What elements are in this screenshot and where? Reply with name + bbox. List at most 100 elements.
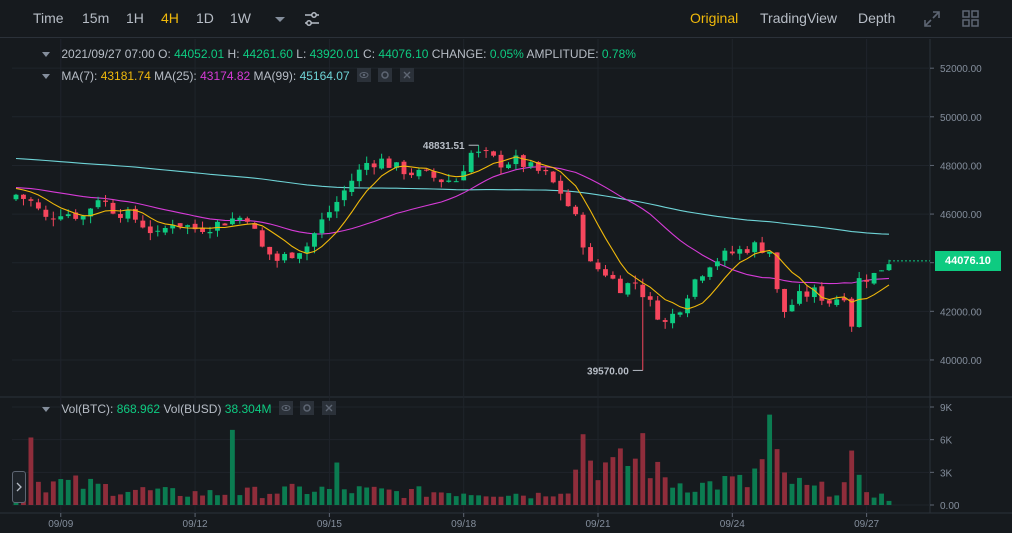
indicator-settings-icon[interactable] [301,8,323,30]
candle-body [125,210,131,219]
candle-body [386,158,392,168]
candle-body [752,242,758,253]
candle [334,196,340,219]
candle-body [543,169,549,172]
time-tick-label: 09/15 [317,519,342,530]
view-depth[interactable]: Depth [858,10,896,26]
volume-bar [65,479,71,505]
low-label: L: [296,47,307,61]
candle-body [80,215,86,220]
gear-icon[interactable] [300,401,315,415]
ma7-value: 43181.74 [100,69,151,83]
annotation-label: 48831.51 [423,141,465,152]
candle-body [700,276,705,281]
collapse-caret-icon[interactable] [42,52,50,57]
candle-body [573,206,579,215]
vol-busd-value: 38.304M [224,402,272,416]
candle-body [132,208,138,220]
candle [147,220,153,241]
candle [550,170,556,184]
candle [319,212,325,239]
candle [849,296,855,332]
candle [140,215,146,229]
fullscreen-icon[interactable] [921,8,943,30]
timeframe-1w[interactable]: 1W [230,10,251,26]
candle [879,270,884,272]
volume-bar [371,486,377,505]
candle [528,159,534,169]
timeframe-1d[interactable]: 1D [196,10,214,26]
layout-grid-icon[interactable] [960,8,982,30]
volume-bar [811,485,817,505]
candle-body [252,223,258,229]
volume-bar [341,489,347,505]
eye-icon[interactable] [356,68,371,82]
chart-area[interactable]: 40000.0042000.0044000.0046000.0048000.00… [0,39,1012,533]
candle-body [647,296,653,300]
candle-body [95,200,101,208]
volume-bar [170,488,176,505]
volume-bar [595,480,601,505]
candle-body [603,269,608,276]
volume-bar [110,495,116,505]
candle-body [192,223,198,230]
candle-body [401,161,407,175]
view-original[interactable]: Original [690,10,739,26]
candle-body [237,217,243,221]
candle-body [65,214,71,217]
candle [229,212,235,226]
volume-tick-label: 6K [940,436,953,447]
candle [573,204,579,216]
close-icon[interactable] [399,68,414,82]
timeframe-1h[interactable]: 1H [126,10,144,26]
candlestick-chart[interactable]: 40000.0042000.0044000.0046000.0048000.00… [0,39,1012,533]
volume-bar [28,437,34,505]
volume-bar [767,414,773,505]
candle [416,167,422,180]
timeframe-4h[interactable]: 4H [161,10,179,26]
candle-body [520,155,526,167]
timeframe-time[interactable]: Time [33,10,64,26]
candle-body [349,180,355,192]
volume-bar [237,495,243,505]
eye-icon[interactable] [278,401,293,415]
ohlc-legend: 2021/09/27 07:00 O: 44052.01 H: 44261.60… [40,47,636,61]
volume-legend: Vol(BTC): 868.962 Vol(BUSD) 38.304M [40,401,336,416]
more-timeframes-chevron-icon[interactable] [269,8,291,30]
candle [177,223,183,230]
volume-bar [752,468,758,505]
candle [155,225,161,237]
candle-body [409,172,414,176]
candle [662,317,668,329]
candle-body [28,199,34,201]
candle-body [147,226,153,234]
volume-bar [558,493,564,505]
view-tradingview[interactable]: TradingView [760,10,838,26]
candle [722,248,728,267]
collapse-caret-icon[interactable] [42,74,50,79]
candles-layer [13,145,892,371]
volume-bar [95,483,101,505]
candle-body [722,250,728,261]
collapse-caret-icon[interactable] [42,407,50,412]
candle-body [789,304,795,312]
volume-bar [132,489,138,505]
expand-panel-handle[interactable] [12,471,26,503]
annotation-label: 39570.00 [587,366,629,377]
timeframe-15m[interactable]: 15m [82,10,110,26]
candle-body [640,284,646,298]
candle [714,257,720,271]
candle [647,292,653,307]
candle [73,209,79,221]
candle-body [707,267,713,277]
candle [759,236,765,254]
gear-icon[interactable] [378,68,393,82]
volume-bar [244,487,250,505]
candle-body [334,201,340,212]
volume-bar [588,460,593,505]
candle-body [797,291,802,304]
candle-body [871,272,877,284]
low-value: 43920.01 [309,47,360,61]
volume-bar [737,474,743,505]
close-icon[interactable] [321,401,336,415]
